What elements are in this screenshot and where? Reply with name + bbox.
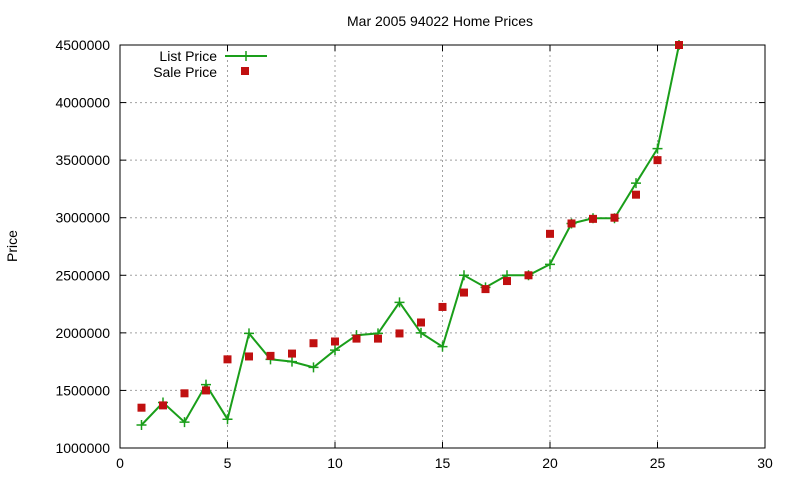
x-tick-label: 10 [327, 455, 343, 471]
list-price-point [330, 345, 340, 356]
x-tick-label: 20 [542, 455, 558, 471]
list-price-point [394, 297, 405, 308]
list-price-point [545, 259, 555, 270]
chart-title: Mar 2005 94022 Home Prices [347, 13, 533, 29]
list-price-point [287, 356, 297, 367]
sale-price-point [417, 318, 425, 327]
legend-marker-sale-price [241, 67, 249, 75]
x-tick-label: 5 [224, 455, 232, 471]
x-tick-label: 25 [650, 455, 666, 471]
sale-price-point [245, 352, 253, 361]
y-axis-label: Price [4, 230, 20, 262]
list-price-point [437, 341, 448, 352]
sale-price-point [180, 389, 189, 398]
sale-price-point [632, 190, 640, 199]
sale-price-point [374, 334, 382, 343]
sale-price-point [589, 214, 597, 223]
sale-price-point [223, 355, 232, 364]
list-price-point [222, 414, 233, 425]
y-tick-label: 2500000 [55, 267, 110, 283]
y-tick-labels: 1000000 1500000 2000000 2500000 3000000 35000… [55, 37, 110, 456]
x-tick-label: 0 [116, 455, 124, 471]
list-price-point [631, 178, 641, 189]
sale-price-point [159, 401, 167, 410]
x-tick-labels: 0 5 10 15 20 25 30 [116, 455, 773, 471]
sale-price-point [438, 302, 447, 311]
axis-ticks [119, 44, 766, 449]
y-tick-label: 1500000 [55, 382, 110, 398]
x-tick-label: 30 [757, 455, 773, 471]
grid [120, 45, 765, 448]
sale-price-point [137, 403, 146, 412]
sale-price-point [675, 41, 683, 49]
y-tick-label: 3000000 [55, 210, 110, 226]
sale-price-point [309, 339, 318, 348]
sale-price-point [546, 229, 554, 238]
legend-entry-list-price: List Price [159, 48, 267, 64]
x-tick-label: 15 [435, 455, 451, 471]
legend-label-list-price: List Price [159, 48, 217, 64]
sale-price-point [503, 277, 511, 286]
series-layer [136, 40, 684, 430]
list-price-point [459, 270, 469, 281]
list-price-point [416, 327, 426, 338]
list-price-point [308, 362, 319, 373]
sale-price-point [481, 285, 490, 294]
y-tick-label: 1000000 [55, 440, 110, 456]
sale-price-point [266, 351, 275, 360]
list-price-point [136, 419, 147, 430]
legend-label-sale-price: Sale Price [153, 64, 217, 80]
y-tick-label: 4000000 [55, 95, 110, 111]
sale-price-point [460, 288, 468, 297]
sale-price-point [288, 349, 296, 358]
sale-price-point [202, 386, 210, 395]
list-price-point [244, 328, 254, 339]
list-price-line [140, 44, 680, 426]
sale-price-point [331, 337, 339, 346]
legend-entry-sale-price: Sale Price [153, 64, 249, 80]
y-tick-label: 4500000 [55, 37, 110, 53]
legend-marker-list-price [241, 51, 251, 61]
list-price-point [179, 417, 190, 428]
y-tick-label: 3500000 [55, 152, 110, 168]
sale-price-point [352, 334, 361, 343]
y-tick-label: 2000000 [55, 325, 110, 341]
sale-price-point [395, 329, 404, 338]
legend: List Price Sale Price [153, 48, 267, 80]
list-price-point [652, 143, 663, 154]
sale-price-point [524, 271, 533, 280]
sale-price-point [610, 213, 619, 222]
sale-price-point [567, 219, 576, 228]
sale-price-point [653, 156, 662, 165]
